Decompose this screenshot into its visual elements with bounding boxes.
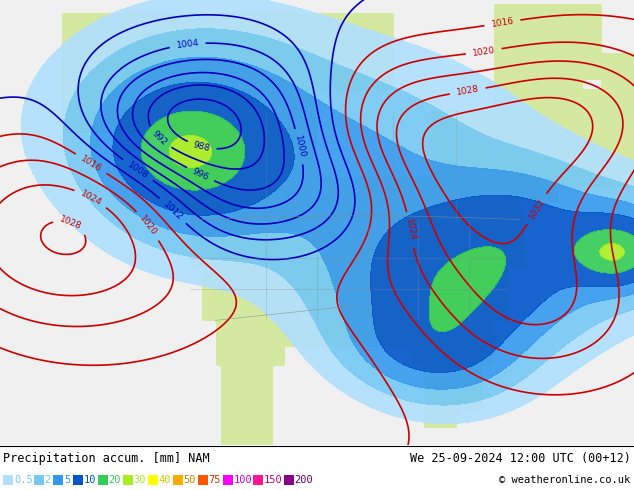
Text: 150: 150 — [264, 475, 283, 485]
Text: 1028: 1028 — [456, 85, 480, 98]
Text: 1028: 1028 — [58, 215, 83, 232]
Text: 1016: 1016 — [490, 17, 515, 29]
FancyBboxPatch shape — [98, 475, 108, 485]
Text: 1020: 1020 — [472, 45, 496, 57]
Text: 1000: 1000 — [292, 134, 306, 159]
Text: 75: 75 — [209, 475, 221, 485]
FancyBboxPatch shape — [223, 475, 233, 485]
FancyBboxPatch shape — [72, 475, 82, 485]
Text: © weatheronline.co.uk: © weatheronline.co.uk — [499, 475, 630, 485]
FancyBboxPatch shape — [148, 475, 157, 485]
Text: 1012: 1012 — [162, 199, 184, 222]
Text: 5: 5 — [64, 475, 70, 485]
Text: 20: 20 — [108, 475, 121, 485]
Text: 2: 2 — [44, 475, 51, 485]
Text: 1008: 1008 — [126, 160, 150, 180]
FancyBboxPatch shape — [3, 475, 13, 485]
FancyBboxPatch shape — [283, 475, 294, 485]
FancyBboxPatch shape — [198, 475, 207, 485]
Text: 1032: 1032 — [527, 196, 547, 220]
Text: 40: 40 — [158, 475, 171, 485]
FancyBboxPatch shape — [253, 475, 263, 485]
Text: 1004: 1004 — [176, 39, 200, 50]
Text: 50: 50 — [183, 475, 196, 485]
Text: 30: 30 — [134, 475, 146, 485]
FancyBboxPatch shape — [172, 475, 183, 485]
Text: 992: 992 — [150, 129, 169, 147]
Text: 996: 996 — [191, 167, 210, 182]
Text: 988: 988 — [192, 140, 211, 153]
FancyBboxPatch shape — [34, 475, 44, 485]
Text: 1024: 1024 — [79, 189, 103, 207]
Text: Precipitation accum. [mm] NAM: Precipitation accum. [mm] NAM — [3, 452, 210, 465]
Text: We 25-09-2024 12:00 UTC (00+12): We 25-09-2024 12:00 UTC (00+12) — [410, 452, 631, 465]
Text: 10: 10 — [84, 475, 96, 485]
FancyBboxPatch shape — [122, 475, 133, 485]
Text: 1016: 1016 — [79, 154, 103, 173]
Text: 1020: 1020 — [138, 214, 158, 238]
FancyBboxPatch shape — [53, 475, 63, 485]
Text: 0.5: 0.5 — [14, 475, 33, 485]
Text: 1024: 1024 — [404, 218, 417, 242]
Text: 200: 200 — [295, 475, 313, 485]
Text: 100: 100 — [233, 475, 252, 485]
